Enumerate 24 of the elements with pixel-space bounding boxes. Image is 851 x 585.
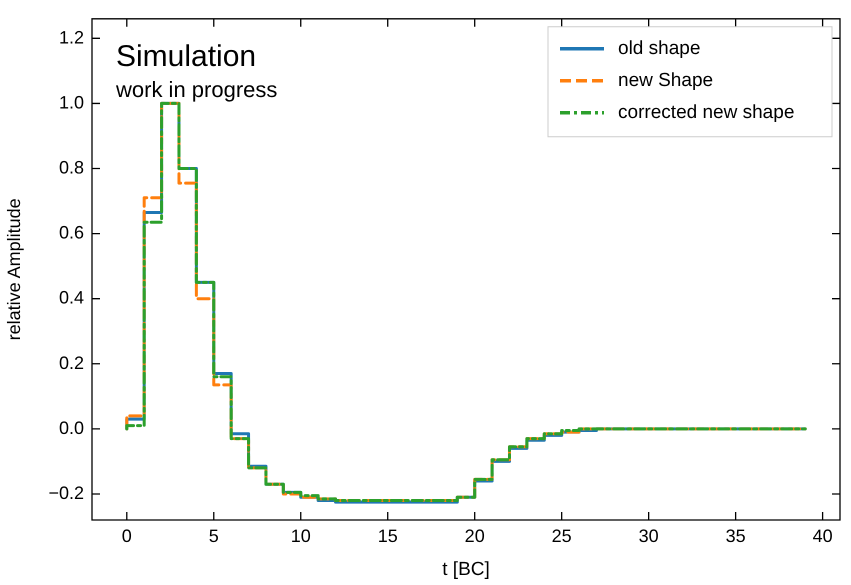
y-tick-label: 0.4 (58, 288, 84, 308)
legend-label: corrected new shape (618, 102, 794, 124)
legend-label: old shape (618, 38, 700, 60)
legend-label: new Shape (618, 70, 714, 92)
y-tick-label: 0.0 (58, 418, 84, 438)
x-tick-label: 0 (122, 526, 132, 546)
x-tick-label: 10 (290, 526, 311, 546)
y-tick-label: 1.2 (58, 27, 84, 48)
x-tick-label: 20 (464, 526, 485, 546)
y-tick-label: 0.2 (58, 352, 84, 373)
y-axis-title: relative Amplitude (4, 198, 24, 340)
x-tick-label: 30 (638, 526, 659, 546)
y-tick-label: −0.2 (48, 482, 84, 503)
x-tick-label: 35 (726, 526, 746, 546)
text: work in progress (115, 76, 278, 102)
x-tick-label: 15 (378, 526, 398, 546)
x-axis-title: t [BC] (442, 558, 490, 580)
x-tick-label: 5 (208, 526, 219, 546)
y-tick-label: 0.6 (58, 222, 84, 243)
x-tick-label: 40 (812, 526, 833, 546)
y-tick-label: 0.8 (58, 157, 84, 178)
x-tick-label: 25 (552, 526, 572, 546)
y-tick-label: 1.0 (58, 92, 84, 112)
text: Simulation (116, 40, 256, 73)
